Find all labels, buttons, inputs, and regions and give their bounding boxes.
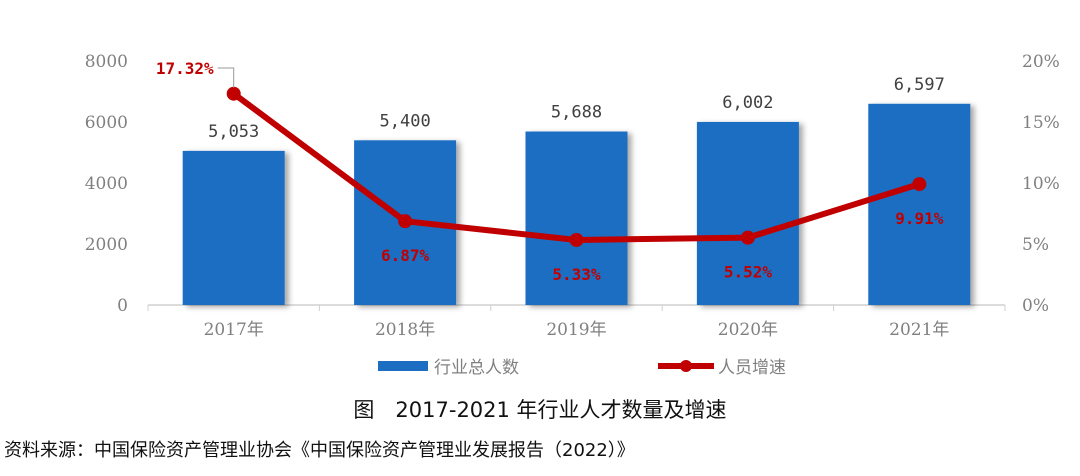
- figure-caption: 图 2017-2021 年行业人才数量及增速: [353, 398, 727, 422]
- left-tick-label: 2000: [85, 235, 128, 255]
- x-tick-label: 2019年: [546, 320, 606, 340]
- combo-chart: 0 2000 4000 6000 8000 0% 5% 10% 15% 20% 5,053 5,400…: [85, 52, 1060, 378]
- left-tick-label: 6000: [85, 113, 128, 133]
- leader-line: [217, 67, 235, 88]
- line-data-label: 5.33%: [552, 265, 601, 284]
- bar-data-label: 5,688: [551, 103, 602, 123]
- right-tick-label: 15%: [1022, 113, 1060, 133]
- legend-bar-label: 行业总人数: [434, 358, 519, 378]
- bar-data-label: 5,053: [208, 122, 259, 142]
- left-tick-label: 4000: [85, 174, 128, 194]
- left-tick-label: 8000: [85, 52, 128, 72]
- x-tick-label: 2020年: [718, 320, 778, 340]
- x-tick-label: 2021年: [889, 320, 949, 340]
- line-point: [398, 214, 413, 229]
- right-tick-label: 20%: [1022, 52, 1060, 72]
- line-data-label: 9.91%: [895, 209, 944, 228]
- line-point: [740, 230, 755, 245]
- bar: [525, 131, 628, 305]
- bar-data-label: 6,597: [894, 75, 945, 95]
- line-point: [912, 177, 927, 192]
- bar-data-label: 5,400: [380, 111, 431, 131]
- source-note: 资料来源：中国保险资产管理业协会《中国保险资产管理业发展报告（2022）》: [4, 440, 635, 461]
- legend-line-label: 人员增速: [718, 358, 786, 378]
- left-tick-label: 0: [117, 296, 128, 316]
- bar: [696, 121, 799, 306]
- line-data-label: 6.87%: [381, 246, 430, 265]
- line-point: [569, 232, 584, 247]
- bar: [182, 150, 285, 305]
- x-tick-label: 2018年: [375, 320, 435, 340]
- right-tick-label: 10%: [1022, 174, 1060, 194]
- legend-bar-swatch: [378, 361, 428, 371]
- bar-data-label: 6,002: [722, 93, 773, 113]
- line-point: [226, 86, 241, 101]
- line-data-label: 5.52%: [724, 263, 773, 282]
- x-tick-label: 2017年: [204, 320, 264, 340]
- legend-line-marker: [680, 360, 692, 372]
- line-data-label: 17.32%: [156, 59, 214, 78]
- bar: [868, 103, 971, 305]
- right-tick-label: 5%: [1022, 235, 1049, 255]
- right-tick-label: 0%: [1022, 296, 1049, 316]
